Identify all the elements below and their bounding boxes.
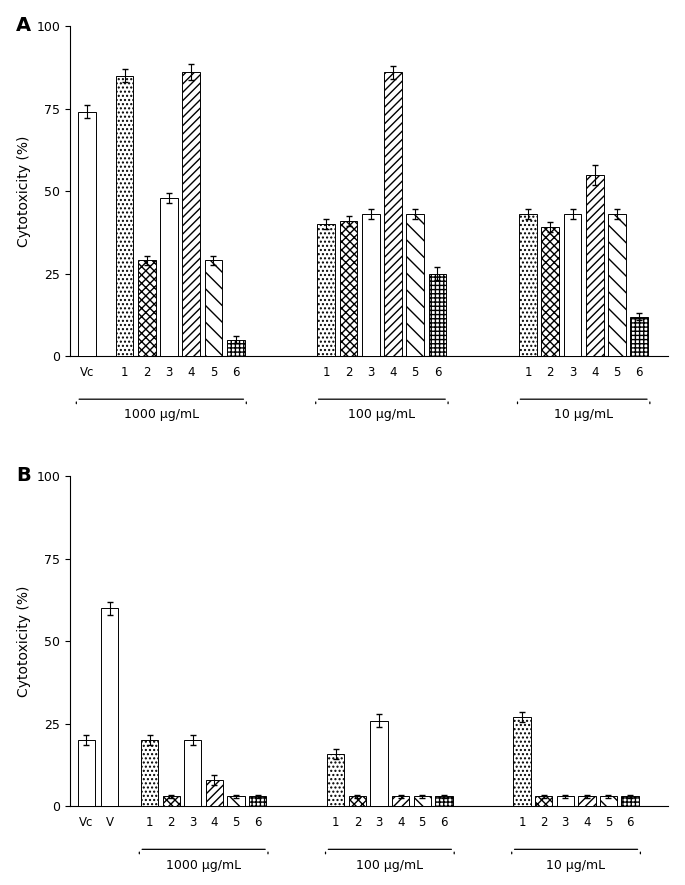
Text: 10 µg/mL: 10 µg/mL: [547, 858, 606, 872]
Bar: [141, 741, 158, 806]
Bar: [78, 741, 95, 806]
Bar: [162, 796, 180, 806]
Bar: [78, 112, 96, 357]
Bar: [101, 608, 119, 806]
Y-axis label: Cytotoxicity (%): Cytotoxicity (%): [16, 586, 31, 696]
Bar: [630, 317, 648, 357]
Bar: [513, 717, 531, 806]
Text: B: B: [16, 466, 31, 485]
Text: 100 µg/mL: 100 µg/mL: [349, 409, 416, 421]
Bar: [621, 796, 638, 806]
Bar: [160, 197, 178, 357]
Y-axis label: Cytotoxicity (%): Cytotoxicity (%): [16, 135, 31, 247]
Bar: [429, 273, 447, 357]
Text: A: A: [16, 16, 31, 35]
Bar: [317, 224, 335, 357]
Bar: [519, 214, 537, 357]
Bar: [557, 796, 574, 806]
Bar: [608, 214, 626, 357]
Bar: [206, 780, 223, 806]
Bar: [340, 221, 358, 357]
Text: 1000 µg/mL: 1000 µg/mL: [124, 409, 199, 421]
Bar: [406, 214, 424, 357]
Bar: [535, 796, 552, 806]
Bar: [578, 796, 595, 806]
Bar: [349, 796, 366, 806]
Bar: [249, 796, 266, 806]
Text: 10 µg/mL: 10 µg/mL: [554, 409, 613, 421]
Bar: [392, 796, 410, 806]
Bar: [586, 174, 603, 357]
Bar: [564, 214, 582, 357]
Bar: [227, 340, 245, 357]
Bar: [138, 260, 155, 357]
Bar: [435, 796, 453, 806]
Bar: [182, 73, 200, 357]
Bar: [541, 227, 559, 357]
Bar: [371, 720, 388, 806]
Bar: [227, 796, 245, 806]
Bar: [414, 796, 431, 806]
Bar: [327, 753, 345, 806]
Text: 100 µg/mL: 100 µg/mL: [356, 858, 423, 872]
Text: 1000 µg/mL: 1000 µg/mL: [166, 858, 241, 872]
Bar: [384, 73, 402, 357]
Bar: [184, 741, 201, 806]
Bar: [362, 214, 379, 357]
Bar: [116, 75, 134, 357]
Bar: [205, 260, 223, 357]
Bar: [600, 796, 617, 806]
